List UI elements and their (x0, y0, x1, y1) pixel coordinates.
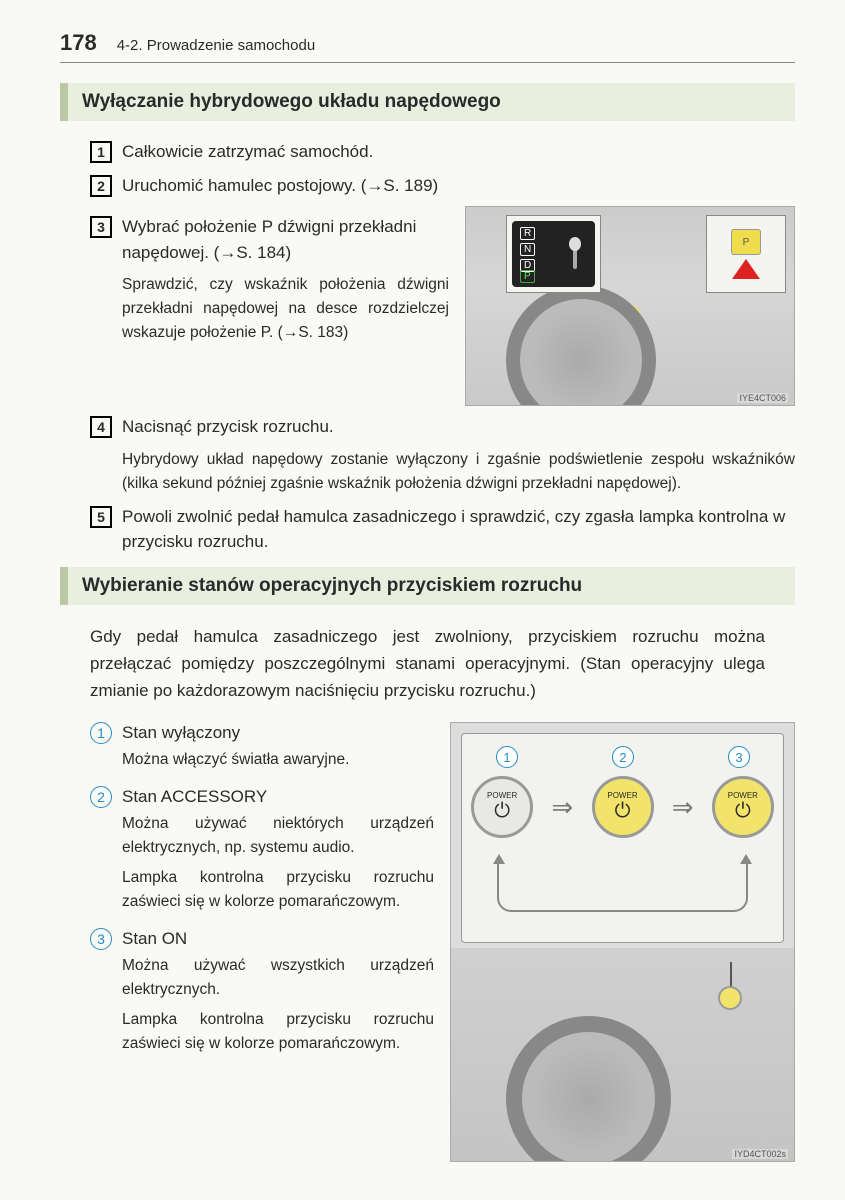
power-label: POWER (487, 791, 517, 800)
states-text-col: 1 Stan wyłączony Można włączyć światła a… (90, 722, 434, 1162)
steering-wheel-icon (506, 1016, 671, 1162)
state-title: Stan ACCESSORY (122, 787, 267, 807)
states-row: 1 Stan wyłączony Można włączyć światła a… (90, 722, 795, 1162)
section-bar (60, 83, 68, 121)
step-number: 5 (90, 506, 112, 528)
gear-r: R (520, 227, 535, 240)
arrow-icon: ⇒ (672, 792, 694, 823)
power-buttons-row: POWER ⏻ ⇒ POWER ⏻ ⇒ POWER ⏻ (462, 776, 783, 838)
power-button-location-icon (718, 986, 742, 1010)
shift-knob-icon (569, 237, 581, 251)
state-number: 2 (90, 786, 112, 808)
power-button-acc-icon: POWER ⏻ (592, 776, 654, 838)
step-text: Całkowicie zatrzymać samochód. (122, 139, 795, 165)
state-desc: Można włączyć światła awaryjne. (122, 748, 434, 772)
page-number: 178 (60, 30, 97, 56)
label-1: 1 (496, 746, 518, 768)
power-label: POWER (607, 791, 637, 800)
label-3: 3 (728, 746, 750, 768)
section-heading-2: Wybieranie stanów operacyjnych przyciski… (60, 567, 795, 605)
figure-dashboard: R N D P P IYE4CT006 (465, 206, 795, 406)
section-title: Wybieranie stanów operacyjnych przyciski… (82, 569, 582, 603)
step-4: 4 Nacisnąć przycisk rozruchu. (90, 414, 795, 440)
step-number: 1 (90, 141, 112, 163)
state-2: 2 Stan ACCESSORY Można używać niektórych… (90, 786, 434, 914)
page-header: 178 4-2. Prowadzenie samochodu (60, 30, 795, 63)
state-title: Stan wyłączony (122, 723, 240, 743)
step3-row: 3 Wybrać położenie P dźwigni przekładni … (90, 206, 795, 406)
gear-p: P (520, 270, 535, 283)
loop-arrow-icon (497, 862, 748, 912)
step-text: Wybrać położenie P dźwigni przekładni na… (122, 214, 449, 265)
step-2: 2 Uruchomić hamulec postojowy. (→S. 189) (90, 173, 795, 199)
power-button-on-icon: POWER ⏻ (712, 776, 774, 838)
shift-indicator-inset: R N D P (506, 215, 601, 293)
power-label: POWER (728, 791, 758, 800)
state-desc: Lampka kontrolna przycisku rozruchu zaśw… (122, 866, 434, 914)
state-number: 3 (90, 928, 112, 950)
p-button-inset: P (706, 215, 786, 293)
step-text: Uruchomić hamulec postojowy. (→S. 189) (122, 173, 795, 199)
arrow-icon: ⇒ (551, 792, 573, 823)
section-bar (60, 567, 68, 605)
state-desc: Można używać niektórych urządzeń elektry… (122, 812, 434, 860)
power-states-panel: 1 2 3 POWER ⏻ ⇒ POWER ⏻ ⇒ POWER ⏻ (461, 733, 784, 943)
power-symbol-icon: ⏻ (615, 800, 631, 823)
figure-power-states: 1 2 3 POWER ⏻ ⇒ POWER ⏻ ⇒ POWER ⏻ (450, 722, 795, 1162)
state-number: 1 (90, 722, 112, 744)
state-3: 3 Stan ON Można używać wszystkich urządz… (90, 928, 434, 1056)
step-text: Powoli zwolnić pedał hamulca zasadniczeg… (122, 504, 795, 555)
step-text: Nacisnąć przycisk rozruchu. (122, 414, 795, 440)
chapter-title: 4-2. Prowadzenie samochodu (117, 37, 315, 54)
power-symbol-icon: ⏻ (735, 800, 751, 823)
step-4-sub: Hybrydowy układ napędowy zostanie wyłącz… (122, 448, 795, 496)
power-button-off-icon: POWER ⏻ (471, 776, 533, 838)
p-button-icon: P (731, 229, 761, 255)
power-symbol-icon: ⏻ (494, 800, 510, 823)
figure-code: IYD4CT002s (732, 1149, 788, 1159)
step-5: 5 Powoli zwolnić pedał hamulca zasadnicz… (90, 504, 795, 555)
state-1: 1 Stan wyłączony Można włączyć światła a… (90, 722, 434, 772)
step-3: 3 Wybrać położenie P dźwigni przekładni … (90, 214, 449, 265)
step-1: 1 Całkowicie zatrzymać samochód. (90, 139, 795, 165)
section-title: Wyłączanie hybrydowego układu napędowego (82, 85, 501, 119)
dashboard-lower (451, 948, 794, 1161)
step-number: 2 (90, 175, 112, 197)
section2-intro: Gdy pedał hamulca zasadniczego jest zwol… (90, 623, 765, 705)
gear-n: N (520, 243, 535, 256)
state-title: Stan ON (122, 929, 187, 949)
figure-code: IYE4CT006 (737, 393, 788, 403)
label-2: 2 (612, 746, 634, 768)
step-number: 4 (90, 416, 112, 438)
shift-panel: R N D P (512, 221, 595, 287)
step-number: 3 (90, 216, 112, 238)
red-arrow-icon (732, 259, 760, 279)
state-desc: Lampka kontrolna przycisku rozruchu zaśw… (122, 1008, 434, 1056)
state-desc: Można używać wszystkich urządzeń elektry… (122, 954, 434, 1002)
section-heading-1: Wyłączanie hybrydowego układu napędowego (60, 83, 795, 121)
step-3-sub: Sprawdzić, czy wskaźnik położenia dźwign… (122, 273, 449, 345)
